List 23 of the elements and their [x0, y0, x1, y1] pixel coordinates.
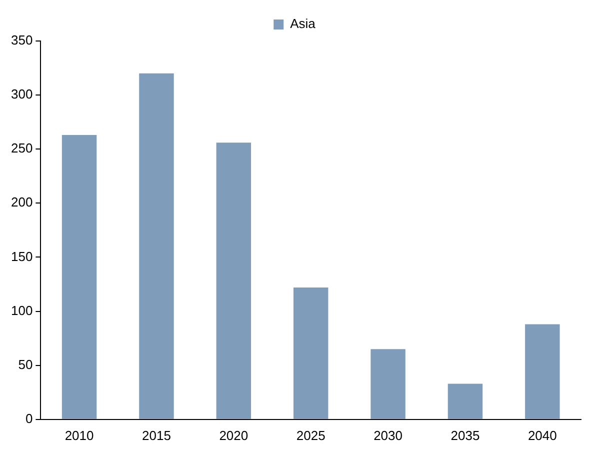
bar [370, 349, 406, 419]
bar [139, 73, 174, 419]
bar [62, 135, 97, 419]
y-tick-label: 250 [10, 140, 33, 156]
bar [525, 324, 560, 419]
x-tick-label: 2030 [374, 428, 402, 443]
bar [216, 142, 252, 419]
x-tick-label: 2010 [64, 428, 94, 443]
y-tick-label: 100 [10, 302, 33, 318]
bar [448, 384, 483, 419]
x-tick-label: 2035 [450, 428, 480, 443]
y-tick-label: 50 [18, 356, 33, 372]
y-tick-label: 300 [10, 86, 33, 102]
y-tick-label: 350 [10, 32, 33, 48]
x-tick-label: 2040 [528, 428, 557, 443]
x-tick-label: 2025 [296, 428, 326, 443]
legend-label: Asia [290, 16, 316, 32]
x-tick-label: 2020 [219, 428, 248, 443]
bar [293, 288, 328, 419]
y-tick-label: 150 [10, 248, 33, 264]
y-tick-label: 0 [25, 410, 33, 426]
y-tick-label: 200 [10, 194, 33, 210]
x-tick-label: 2015 [142, 428, 171, 443]
